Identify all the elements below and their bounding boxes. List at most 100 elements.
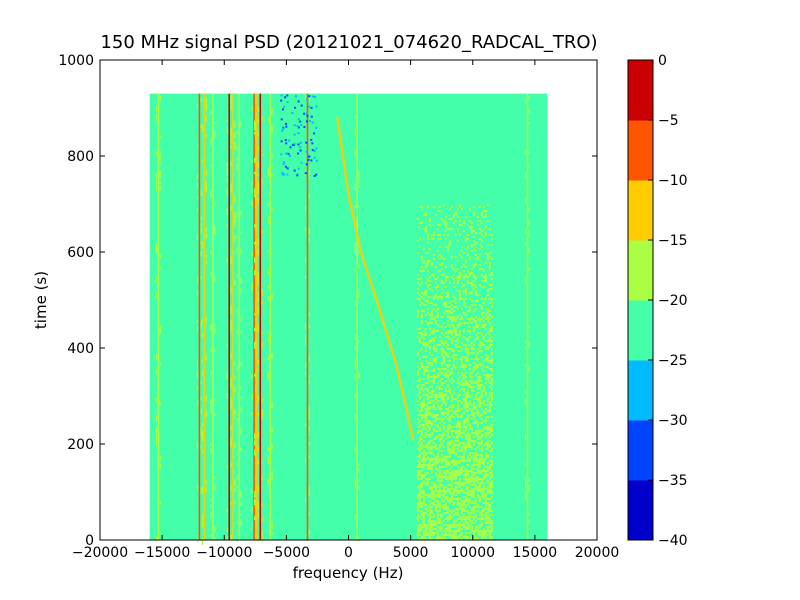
heatmap-speckle — [240, 210, 242, 216]
heatmap-speckle — [159, 180, 161, 185]
heatmap-speckle — [308, 454, 310, 458]
heatmap-speckle — [234, 219, 236, 224]
heatmap-speckle — [267, 336, 269, 343]
heatmap-speckle — [155, 427, 158, 433]
heatmap-speckle — [236, 163, 238, 171]
heatmap-speckle — [308, 486, 310, 489]
x-tick-label: −5000 — [263, 545, 310, 561]
heatmap-speckle — [200, 228, 202, 234]
heatmap-speckle — [254, 499, 256, 506]
heatmap-speckle — [210, 409, 212, 413]
heatmap-speckle — [261, 153, 263, 156]
colorbar-tick-label: −35 — [658, 473, 688, 489]
heatmap-speckle — [261, 341, 263, 349]
heatmap-speckle — [214, 202, 216, 206]
heatmap-speckle — [254, 257, 256, 263]
colorbar-tick-label: −20 — [658, 293, 688, 309]
heatmap-speckle — [155, 536, 158, 542]
heatmap-speckle — [236, 418, 238, 421]
heatmap-speckle — [236, 365, 238, 371]
heatmap-speckle — [201, 521, 204, 528]
heatmap-speckle — [210, 504, 212, 508]
heatmap-speckle — [226, 162, 228, 166]
heatmap-speckle — [354, 479, 356, 483]
heatmap-speckle — [524, 398, 527, 405]
heatmap-speckle — [200, 97, 202, 102]
plot-area: −20000 −15000 −10000 −5000 0 5000 10000 15000 20… — [58, 53, 619, 561]
heatmap-speckle — [155, 292, 158, 298]
heatmap-speckle — [271, 443, 273, 450]
heatmap-speckle — [159, 361, 161, 365]
colorbar-segment — [628, 180, 653, 241]
heatmap-speckle — [226, 120, 228, 123]
heatmap-speckle — [308, 237, 310, 243]
colorbar: −40 −35 −30 −25 −20 −15 −10 −5 0 — [627, 53, 688, 549]
heatmap-speckle — [210, 498, 212, 502]
heatmap-speckle — [240, 316, 242, 322]
heatmap-speckle — [205, 115, 207, 122]
heatmap-speckle — [257, 182, 259, 188]
heatmap-speckle — [354, 128, 356, 136]
heatmap-speckle — [196, 234, 199, 238]
heatmap-speckle — [257, 395, 259, 401]
heatmap-speckle — [196, 235, 199, 241]
y-axis-label: time (s) — [32, 271, 50, 329]
heatmap-speckle — [234, 500, 236, 505]
heatmap-speckle — [358, 264, 360, 268]
heatmap-speckle — [358, 184, 360, 189]
heatmap-speckle — [308, 169, 310, 175]
heatmap-speckle — [240, 386, 242, 390]
heatmap-speckle — [308, 413, 310, 421]
heatmap-speckle — [528, 364, 530, 372]
heatmap-speckle — [214, 413, 216, 416]
heatmap-speckle — [234, 144, 236, 149]
heatmap-speckle — [226, 374, 228, 380]
heatmap-speckle — [304, 423, 307, 428]
heatmap-speckle — [304, 362, 307, 368]
heatmap-speckle — [261, 517, 263, 523]
heatmap-speckle — [271, 477, 273, 480]
heatmap-speckle — [257, 369, 259, 372]
heatmap-speckle — [236, 274, 238, 278]
heatmap-speckle — [230, 440, 232, 444]
heatmap-speckle — [210, 398, 212, 405]
heatmap-speckle — [308, 312, 310, 317]
heatmap-speckle — [230, 205, 232, 209]
heatmap-speckle — [226, 258, 228, 263]
heatmap-speckle — [251, 488, 253, 492]
heatmap-speckle — [254, 327, 256, 331]
heatmap-speckle — [261, 398, 263, 403]
heatmap-speckle — [159, 462, 161, 469]
heatmap-speckle — [254, 374, 256, 377]
heatmap-speckle — [358, 468, 360, 473]
heatmap-speckle — [159, 186, 161, 191]
heatmap-speckle — [254, 241, 256, 245]
heatmap-speckle — [200, 215, 202, 221]
heatmap-speckle — [308, 355, 310, 362]
heatmap-speckle — [155, 369, 158, 374]
colorbar-tick-label: −40 — [658, 533, 688, 549]
heatmap-speckle — [267, 478, 269, 485]
heatmap-speckle — [354, 334, 356, 340]
heatmap-speckle — [254, 516, 256, 521]
heatmap-speckle — [251, 374, 253, 379]
heatmap-speckle — [254, 440, 256, 446]
heatmap-speckle — [155, 105, 158, 112]
heatmap-speckle — [201, 242, 204, 249]
heatmap-speckle — [251, 394, 253, 397]
heatmap-speckle — [155, 114, 158, 119]
heatmap-speckle — [524, 277, 527, 282]
heatmap-speckle — [200, 444, 202, 450]
heatmap-speckle — [354, 248, 356, 254]
heatmap-speckle — [196, 442, 199, 450]
heatmap-speckle — [267, 446, 269, 452]
x-axis-ticks: −20000 −15000 −10000 −5000 0 5000 10000 15000 20… — [72, 60, 619, 561]
heatmap-speckle — [214, 398, 216, 401]
x-tick-label: 20000 — [575, 545, 620, 561]
heatmap-speckle — [354, 446, 356, 454]
heatmap-speckle — [205, 411, 207, 418]
heatmap-speckle — [308, 324, 310, 329]
heatmap-speckle — [210, 370, 212, 376]
heatmap-speckle — [257, 238, 259, 241]
